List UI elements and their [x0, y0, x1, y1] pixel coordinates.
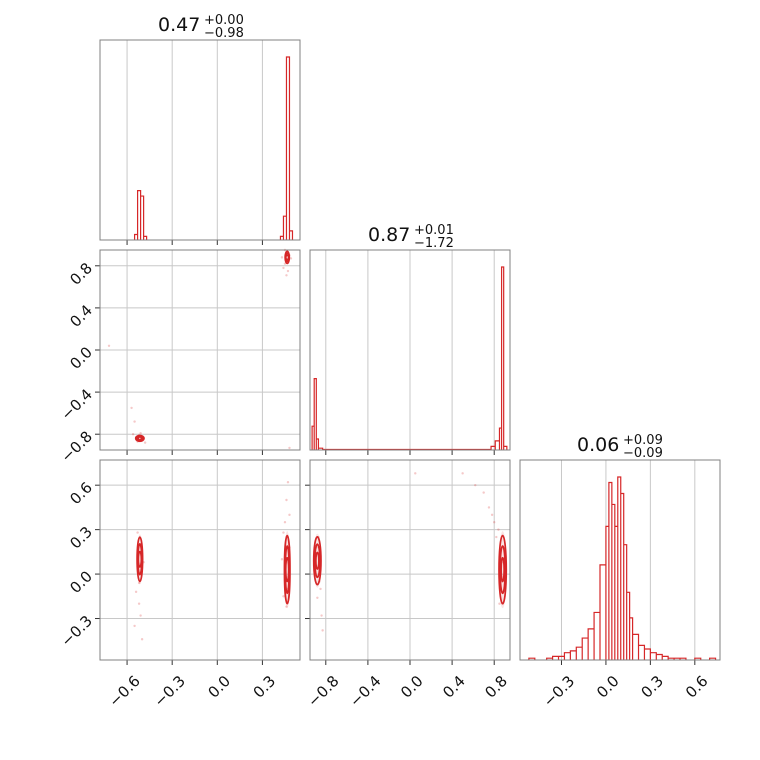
- y-tick-label: 0.3: [66, 523, 96, 553]
- scatter-point: [280, 558, 284, 561]
- y-tick-label: 0.4: [66, 301, 96, 331]
- density-contour: [284, 250, 291, 265]
- scatter-point: [461, 472, 464, 475]
- scatter-point: [143, 441, 147, 444]
- histogram-panel-param-0: [99, 39, 301, 245]
- y-tick-label: 0.6: [66, 478, 96, 508]
- x-tick-label: −0.4: [346, 672, 384, 710]
- title-param-0-minus: −0.98: [204, 26, 244, 41]
- scatter-point: [497, 528, 500, 531]
- histogram-steps: [528, 476, 717, 660]
- scatter-point: [282, 266, 285, 270]
- panel-frame: [309, 249, 511, 451]
- scatter-point: [319, 587, 322, 591]
- title-param-0-plus: +0.00: [204, 13, 244, 28]
- panel-frame: [309, 459, 511, 661]
- scatter-point: [280, 256, 284, 259]
- y-tick-label: 0.0: [66, 343, 96, 373]
- y-tick-label: 0.0: [66, 567, 96, 597]
- scatter-point: [137, 602, 141, 605]
- density-contour: [134, 434, 145, 443]
- scatter-point: [133, 420, 136, 423]
- scatter-point: [495, 535, 498, 539]
- histogram-panel-param-1: [309, 249, 511, 455]
- panel-frame: [99, 39, 301, 241]
- x-tick-label: 0.0: [204, 672, 234, 702]
- scatter-point: [490, 513, 494, 517]
- title-param-2-minus: −0.09: [623, 446, 663, 461]
- x-tick-label: 0.6: [682, 672, 712, 702]
- scatter-point: [487, 506, 491, 509]
- scatter-point: [137, 581, 141, 585]
- panel-frame: [99, 459, 301, 661]
- scatter-point: [140, 638, 144, 641]
- scatter-point: [498, 602, 501, 605]
- title-param-2: 0.06: [577, 434, 619, 456]
- density-contour: [283, 534, 291, 605]
- scatter-point: [288, 446, 291, 450]
- title-param-1-minus: −1.72: [414, 236, 454, 251]
- density-contour: [136, 435, 144, 442]
- x-tick-label: 0.3: [638, 672, 668, 702]
- scatter-point: [316, 596, 319, 599]
- title-param-1-plus: +0.01: [414, 223, 454, 238]
- scatter-point: [285, 498, 288, 502]
- panel-frame: [99, 249, 301, 451]
- density-contour: [500, 556, 505, 583]
- scatter-point: [133, 624, 136, 628]
- scatter-point: [474, 483, 477, 487]
- scatter-point: [414, 472, 417, 475]
- density-contour: [312, 536, 322, 586]
- title-param-1: 0.87: [368, 224, 410, 246]
- x-tick-label: 0.4: [439, 672, 469, 702]
- scatter-point: [282, 595, 285, 598]
- histogram-panel-param-2: −0.3 0.0 0.3 0.6: [519, 459, 721, 711]
- scatter-point: [131, 433, 135, 436]
- density-contour: [136, 536, 144, 583]
- scatter-point: [285, 605, 288, 608]
- scatter-point: [482, 491, 485, 494]
- histogram-steps: [133, 56, 294, 240]
- x-tick-label: −0.3: [540, 672, 578, 710]
- x-tick-label: 0.0: [397, 672, 427, 702]
- x-tick-label: −0.3: [150, 672, 188, 710]
- scatter-point: [283, 521, 287, 524]
- scatter-point: [134, 590, 138, 594]
- scatter-point: [136, 531, 139, 534]
- scatter-point: [288, 513, 291, 517]
- x-tick-label: −0.6: [105, 672, 143, 710]
- scatter-point: [289, 257, 293, 260]
- scatter-point: [493, 521, 496, 524]
- x-tick-label: 0.8: [481, 672, 511, 702]
- histogram-steps: [311, 266, 508, 451]
- scatter-panel-param-1-vs-2: −0.8 −0.4 0.0 0.4 0.8: [304, 459, 511, 711]
- scatter-point: [130, 406, 133, 410]
- density-contour: [313, 543, 321, 579]
- density-contour: [499, 545, 507, 595]
- density-contour: [315, 551, 320, 570]
- y-tick-label: −0.8: [58, 427, 96, 465]
- title-param-0: 0.47: [158, 14, 200, 36]
- density-contour: [498, 534, 508, 605]
- scatter-panel-param-0-vs-2: −0.6 −0.3 0.0 0.3 −0.3 0.0 0.3 0.6: [58, 459, 301, 711]
- scatter-panel-param-0-vs-1: −0.8 −0.4 0.0 0.4 0.8: [58, 248, 301, 466]
- scatter-point: [282, 531, 285, 534]
- scatter-point: [320, 614, 323, 617]
- y-tick-label: −0.3: [58, 612, 96, 650]
- x-tick-label: 0.3: [250, 672, 280, 702]
- scatter-point: [139, 431, 142, 435]
- y-tick-label: −0.4: [58, 385, 96, 423]
- scatter-point: [321, 629, 324, 632]
- scatter-point: [139, 614, 142, 617]
- scatter-point: [286, 269, 290, 273]
- scatter-point: [107, 344, 111, 347]
- scatter-point: [286, 481, 290, 484]
- panel-frame: [519, 459, 721, 661]
- y-tick-label: 0.8: [66, 259, 96, 289]
- scatter-point: [285, 274, 288, 277]
- x-tick-label: −0.8: [304, 672, 342, 710]
- title-param-2-plus: +0.09: [623, 433, 663, 448]
- x-tick-label: 0.0: [593, 672, 623, 702]
